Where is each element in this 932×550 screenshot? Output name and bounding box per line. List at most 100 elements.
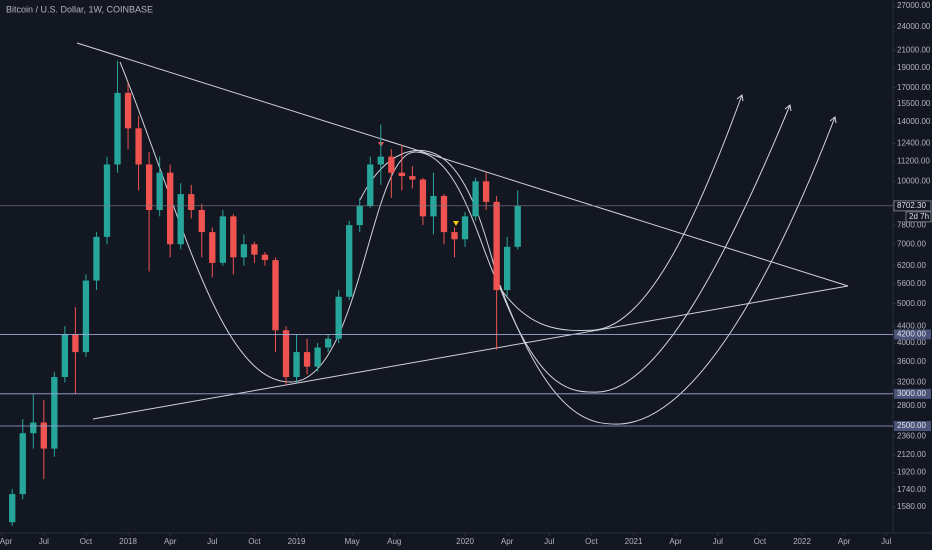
y-tick-label: 17000.00	[897, 83, 931, 92]
y-tick-label: 7000.00	[897, 239, 926, 248]
candle-body	[419, 179, 427, 217]
level-label: 8702.30	[897, 201, 926, 210]
marker	[453, 221, 459, 226]
candle-body	[167, 172, 174, 245]
y-tick-label: 2800.00	[897, 401, 926, 410]
x-tick-label: Apr	[0, 537, 13, 546]
candle-body	[440, 196, 448, 233]
candle-body	[145, 164, 153, 210]
y-tick-label: 3200.00	[897, 378, 926, 387]
x-tick-label: Oct	[248, 537, 261, 546]
y-tick-label: 1580.00	[897, 502, 926, 511]
candle-body	[230, 216, 237, 258]
level-tag	[894, 329, 931, 340]
candle-body	[93, 236, 100, 281]
candle-body	[72, 334, 79, 353]
candle-body	[314, 347, 321, 367]
x-tick-label: Jul	[39, 537, 49, 546]
level-tag	[894, 421, 931, 432]
arrow-head	[829, 116, 837, 124]
y-tick-label: 19000.00	[897, 63, 931, 72]
x-tick-label: Oct	[585, 537, 598, 546]
candle-body	[335, 296, 342, 339]
x-tick-label: 2019	[288, 537, 306, 546]
x-tick-label: Jul	[881, 537, 891, 546]
candle-body	[114, 92, 121, 165]
x-tick-label: Oct	[80, 537, 93, 546]
candle-body	[430, 196, 437, 217]
candle-body	[219, 216, 226, 263]
candle-body	[367, 164, 374, 206]
y-tick-label: 10000.00	[897, 176, 931, 185]
x-tick-label: Jul	[713, 537, 723, 546]
y-tick-label: 1740.00	[897, 485, 926, 494]
candle-body	[188, 194, 195, 210]
level-tag	[894, 388, 931, 399]
projection-arc	[499, 94, 743, 331]
candle-body	[135, 128, 142, 165]
candle-body	[356, 205, 363, 226]
y-tick-label: 4400.00	[897, 321, 926, 330]
y-tick-label: 24000.00	[897, 22, 931, 31]
y-tick-label: 21000.00	[897, 45, 931, 54]
candle-body	[461, 216, 469, 240]
x-tick-label: 2020	[456, 537, 474, 546]
y-tick-label: 5000.00	[897, 299, 926, 308]
candle-body	[482, 181, 490, 202]
candle-body	[103, 164, 111, 237]
candle-body	[409, 176, 416, 180]
projection-arc	[499, 116, 836, 425]
x-tick-label: 2022	[793, 537, 811, 546]
x-tick-label: Apr	[838, 537, 851, 546]
x-tick-label: Jul	[207, 537, 217, 546]
trendline-lower	[92, 285, 849, 420]
candle-body	[51, 377, 58, 449]
countdown-tag	[905, 211, 932, 223]
candle-body	[377, 156, 384, 165]
candle-body	[303, 352, 311, 367]
candle-body	[261, 254, 269, 261]
y-tick-label: 14000.00	[897, 117, 931, 126]
level-label: 3000.00	[897, 389, 926, 398]
candle-body	[293, 352, 300, 378]
y-tick-label: 2120.00	[897, 450, 926, 459]
y-tick-label: 11200.00	[897, 156, 930, 165]
candle-body	[61, 334, 69, 378]
candle-body	[282, 330, 290, 378]
y-tick-label: 2360.00	[897, 431, 926, 440]
candle-body	[272, 260, 279, 331]
x-tick-label: Apr	[669, 537, 682, 546]
candle-body	[30, 422, 37, 434]
candle-body	[388, 156, 395, 173]
symbol-title: Bitcoin / U.S. Dollar, 1W, COINBASE	[6, 4, 153, 14]
y-tick-label: 6200.00	[897, 261, 926, 270]
x-tick-label: Jul	[544, 537, 554, 546]
x-tick-label: Oct	[754, 537, 767, 546]
y-tick-label: 27000.00	[897, 1, 931, 10]
candle-body	[177, 194, 184, 245]
candle-body	[240, 244, 248, 258]
x-tick-label: Apr	[164, 537, 177, 546]
candle-body	[198, 209, 205, 233]
y-tick-label: 5600.00	[897, 279, 926, 288]
arrow-head	[736, 94, 744, 102]
candle-body	[156, 172, 163, 210]
cycle-arc	[359, 149, 501, 289]
candle-body	[209, 232, 216, 263]
y-tick-label: 1920.00	[897, 468, 926, 477]
projection-arc	[499, 104, 791, 393]
candle-body	[398, 172, 406, 177]
y-tick-label: 15500.00	[897, 99, 931, 108]
y-tick-label: 7800.00	[897, 220, 926, 229]
candle-body	[82, 280, 90, 353]
candle-body	[493, 201, 500, 291]
candle-body	[9, 494, 16, 523]
y-tick-label: 3600.00	[897, 357, 926, 366]
level-tag	[893, 200, 932, 212]
level-label: 4200.00	[897, 330, 926, 339]
candle-body	[40, 422, 47, 449]
y-tick-label: 4000.00	[897, 338, 926, 347]
level-label: 2500.00	[897, 421, 926, 430]
